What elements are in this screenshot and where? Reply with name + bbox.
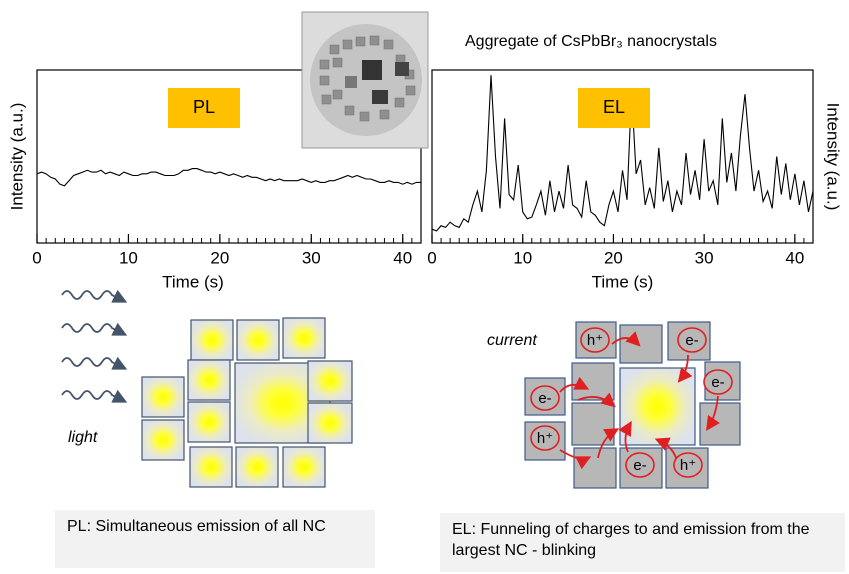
x-axis-label: Time (s) xyxy=(162,272,224,291)
intensity-trace xyxy=(431,75,814,232)
charge-circle xyxy=(580,327,610,353)
figure-title: Aggregate of CsPbBr₃ nanocrystals xyxy=(465,33,717,50)
annotation-box xyxy=(168,88,240,128)
y-axis-label: Intensity (a.u.) xyxy=(7,103,26,211)
pl-schematic xyxy=(141,317,353,488)
charge-circle xyxy=(703,369,733,395)
current-label: current xyxy=(487,332,537,349)
x-tick-label: 10 xyxy=(513,248,532,267)
charge-circle xyxy=(673,452,703,478)
light-waves xyxy=(61,289,128,403)
charge-circle xyxy=(530,385,560,411)
x-axis-label: Time (s) xyxy=(592,272,654,291)
charge-circle xyxy=(530,425,560,451)
y-axis-label: Intensity (a.u.) xyxy=(824,103,843,211)
x-tick-label: 20 xyxy=(210,248,229,267)
light-label: light xyxy=(68,429,98,446)
x-tick-label: 20 xyxy=(604,248,623,267)
charge-circle xyxy=(677,327,707,353)
annotation: PL xyxy=(193,97,215,117)
charge-label: h⁺ xyxy=(587,332,603,349)
annotation: EL xyxy=(603,97,625,117)
charge-label: h⁺ xyxy=(680,457,696,474)
charge-label: e- xyxy=(711,374,724,391)
x-tick-label: 40 xyxy=(393,248,412,267)
charge-label: e- xyxy=(633,457,646,474)
charge-label: e- xyxy=(685,332,698,349)
charge-label: h⁺ xyxy=(537,430,553,447)
annotation-box xyxy=(578,88,650,128)
pl-caption: PL: Simultaneous emission of all NC xyxy=(55,510,375,568)
x-tick-label: 0 xyxy=(427,248,436,267)
charges: h⁺ e- e- e- h⁺ e- h⁺ xyxy=(530,327,733,478)
x-tick-label: 40 xyxy=(785,248,804,267)
intensity-trace xyxy=(36,168,421,187)
charge-label: e- xyxy=(538,390,551,407)
charge-circle xyxy=(625,452,655,478)
x-tick-label: 10 xyxy=(119,248,138,267)
x-tick-label: 30 xyxy=(302,248,321,267)
tem-image xyxy=(301,11,429,149)
x-tick-label: 30 xyxy=(695,248,714,267)
charge-arrows xyxy=(559,331,720,470)
x-tick-label: 0 xyxy=(32,248,41,267)
el-caption: EL: Funneling of charges to and emission… xyxy=(440,513,845,572)
charts: 0 10 20 30 40 Time (s) Intensity (a.u.) PL 0 10 20… xyxy=(7,69,843,291)
